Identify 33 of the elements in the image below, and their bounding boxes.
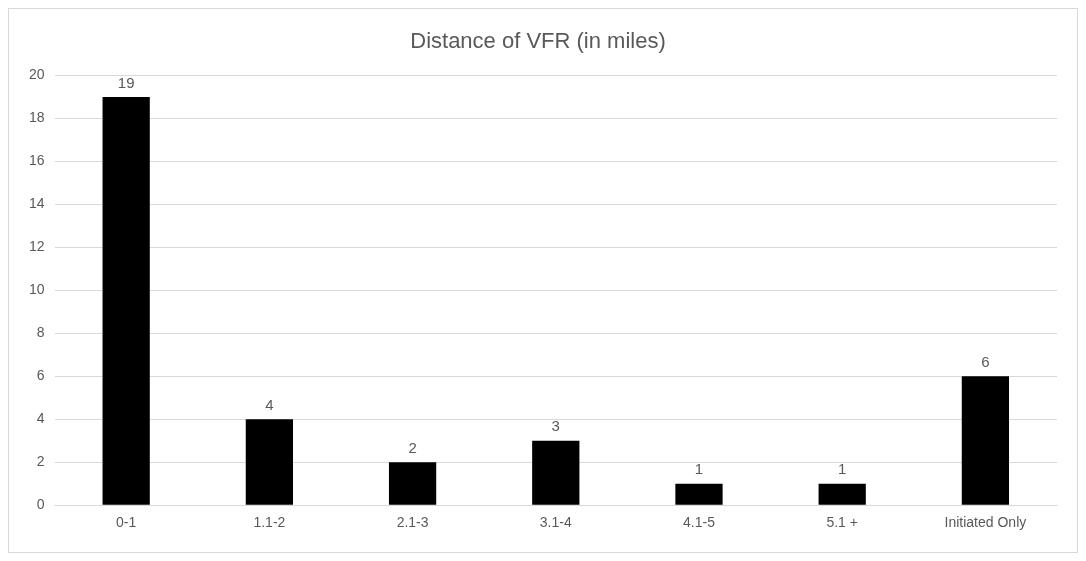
data-label: 19 [117,73,135,91]
bar [675,483,723,505]
data-label: 1 [694,460,704,478]
bar [102,96,150,505]
y-tick-label: 6 [36,367,45,384]
x-tick-label: 5.1 + [826,514,858,531]
y-tick-label: 14 [28,195,45,212]
y-tick-label: 12 [28,238,45,255]
x-tick-label: Initiated Only [944,514,1027,531]
y-tick-label: 2 [36,453,45,470]
data-label: 4 [265,395,274,413]
bar [961,376,1010,505]
y-tick-label: 8 [36,324,45,341]
x-tick-label: 4.1-5 [683,514,716,531]
bar [818,483,866,505]
y-tick-label: 0 [36,496,45,513]
x-tick-label: 3.1-4 [539,514,572,531]
x-tick-label: 1.1-2 [253,514,286,531]
bar [532,440,580,505]
chart-title: Distance of VFR (in miles) [410,28,666,54]
y-tick-label: 20 [28,66,45,83]
x-tick-label: 0-1 [116,514,137,531]
data-label: 6 [981,352,990,370]
data-label: 1 [838,460,847,478]
data-label: 2 [408,438,417,456]
y-tick-label: 16 [28,152,45,169]
x-tick-label: 2.1-3 [396,514,429,531]
bar [388,462,437,505]
y-tick-label: 10 [28,281,45,298]
y-tick-label: 4 [36,410,45,427]
data-label: 3 [551,417,560,435]
bar [245,419,294,505]
y-tick-label: 18 [28,109,45,126]
